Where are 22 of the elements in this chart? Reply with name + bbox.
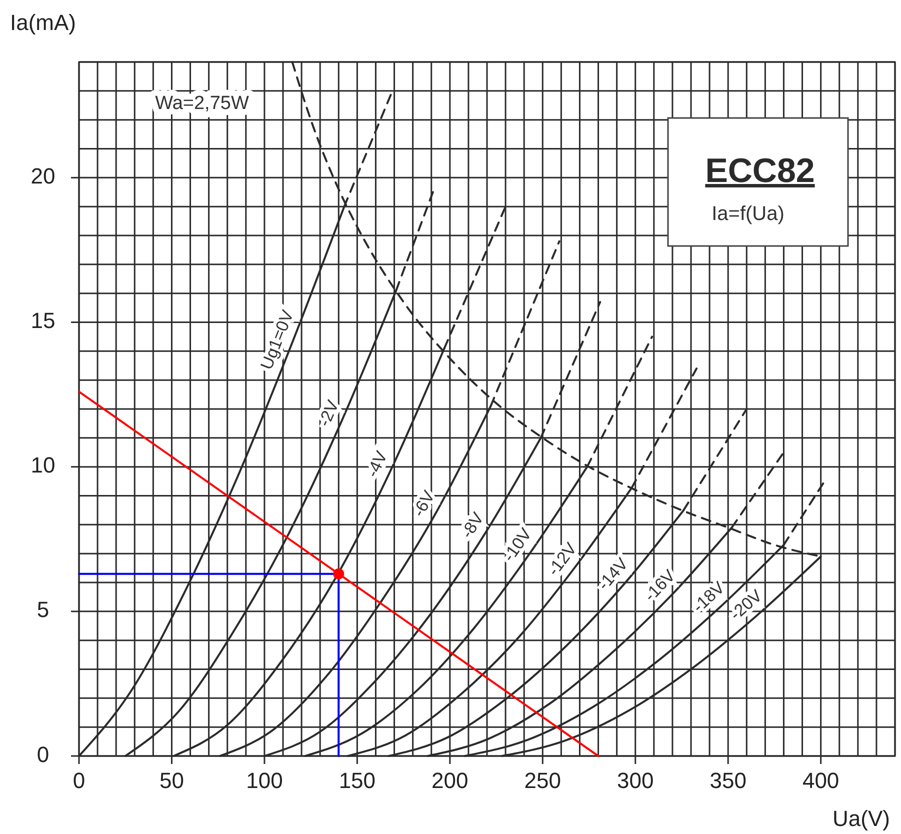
- x-tick-label: 250: [524, 768, 561, 793]
- y-tick-label: 5: [36, 597, 50, 622]
- y-tick-label: 0: [36, 742, 50, 767]
- y-tick-label: 20: [30, 163, 56, 188]
- x-tick-label: 100: [246, 768, 283, 793]
- x-tick-label: 150: [338, 768, 376, 793]
- x-tick-label: 0: [72, 768, 86, 793]
- text: -2V: [314, 396, 343, 430]
- x-tick-label: 200: [432, 768, 468, 793]
- x-tick-label: 50: [159, 768, 184, 793]
- text: -6V: [409, 486, 439, 520]
- text: Ia=f(Ua): [712, 203, 784, 225]
- x-axis-title: Ua(V): [832, 806, 890, 831]
- text: ECC82: [705, 152, 815, 190]
- x-tick-label: 300: [617, 768, 654, 793]
- x-tick-label: 400: [802, 768, 840, 793]
- y-tick-label: 10: [30, 452, 56, 478]
- x-tick-label: 350: [710, 768, 746, 793]
- text: -4V: [362, 448, 392, 480]
- y-axis-title: Ia(mA): [10, 10, 76, 35]
- text: -8V: [457, 508, 488, 542]
- y-tick-label: 15: [30, 308, 56, 334]
